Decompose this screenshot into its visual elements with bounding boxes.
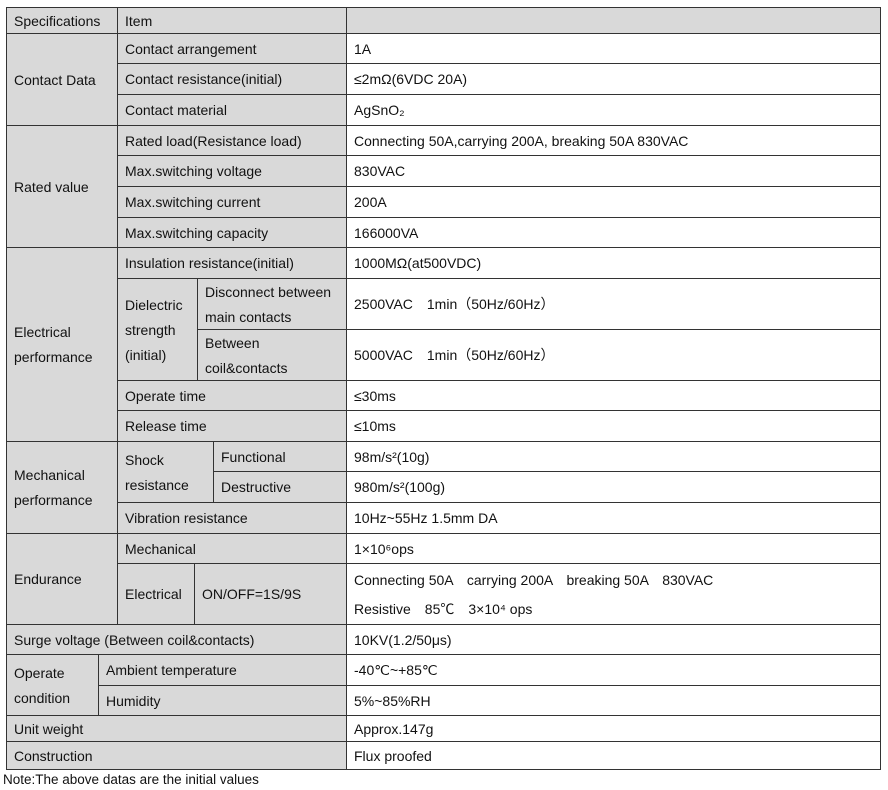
item-label: Operate time [118, 381, 347, 411]
item-label: Humidity [99, 686, 347, 716]
label-line: strength [125, 321, 176, 338]
shock-resistance-label: Shock resistance [118, 442, 214, 503]
group-label-line: condition [14, 689, 71, 706]
item-value: Connecting 50A carrying 200A breaking 50… [347, 564, 881, 625]
header-value [347, 8, 881, 34]
between-coil-label: Between coil&contacts [198, 330, 347, 381]
item-value: ≤30ms [347, 381, 881, 411]
item-value: 830VAC [347, 156, 881, 187]
item-label: Electrical [118, 564, 195, 625]
label-line: resistance [125, 476, 189, 493]
item-label: Vibration resistance [118, 503, 347, 534]
item-condition: ON/OFF=1S/9S [195, 564, 347, 625]
table-border-top [7, 7, 881, 8]
item-value: Flux proofed [347, 742, 881, 770]
item-value: 1×10⁶ops [347, 534, 881, 564]
group-label-line: performance [14, 492, 93, 508]
group-label-line: Operate [14, 664, 65, 681]
label-line: Shock [125, 451, 164, 468]
label-line: Between [205, 334, 260, 351]
item-label: Max.switching current [118, 187, 347, 218]
item-label: Contact arrangement [118, 34, 347, 64]
item-label: Release time [118, 411, 347, 442]
item-value: 980m/s²(100g) [347, 472, 881, 503]
item-value: 98m/s²(10g) [347, 442, 881, 472]
item-value: 200A [347, 187, 881, 218]
item-label: Ambient temperature [99, 655, 347, 686]
item-label: Construction [7, 742, 347, 770]
footnote: Note:The above datas are the initial val… [3, 772, 259, 787]
disconnect-between-label: Disconnect between main contacts [198, 279, 347, 330]
item-label: Unit weight [7, 716, 347, 742]
group-electrical-performance: Electrical performance [7, 248, 118, 442]
item-label: Contact resistance(initial) [118, 64, 347, 95]
header-specifications: Specifications [7, 8, 118, 34]
item-label: Surge voltage (Between coil&contacts) [7, 625, 347, 655]
item-value: Connecting 50A,carrying 200A, breaking 5… [347, 126, 881, 156]
item-value: 2500VAC 1min（50Hz/60Hz） [347, 279, 881, 330]
item-label: Destructive [214, 472, 347, 503]
item-value: 5000VAC 1min（50Hz/60Hz） [347, 330, 881, 381]
value-line: Resistive 85℃ 3×10⁴ ops [354, 600, 533, 617]
item-value: 166000VA [347, 218, 881, 248]
item-value: 1000MΩ(at500VDC) [347, 248, 881, 279]
item-value: 5%~85%RH [347, 686, 881, 716]
dielectric-strength-label: Dielectric strength (initial) [118, 279, 198, 381]
group-label-line: Mechanical [14, 467, 85, 483]
group-mechanical-performance: Mechanical performance [7, 442, 118, 534]
item-value: 10KV(1.2/50μs) [347, 625, 881, 655]
item-label: Functional [214, 442, 347, 472]
group-endurance: Endurance [7, 534, 118, 625]
label-line: main contacts [205, 308, 292, 325]
item-label: Mechanical [118, 534, 347, 564]
item-label: Max.switching capacity [118, 218, 347, 248]
item-label: Contact material [118, 95, 347, 126]
item-value: 10Hz~55Hz 1.5mm DA [347, 503, 881, 534]
item-value: 1A [347, 34, 881, 64]
label-line: (initial) [125, 346, 167, 363]
group-label-line: Electrical [14, 324, 71, 340]
value-line: Connecting 50A carrying 200A breaking 50… [354, 571, 714, 588]
label-line: coil&contacts [205, 359, 288, 376]
item-label: Rated load(Resistance load) [118, 126, 347, 156]
item-value: AgSnO₂ [347, 95, 881, 126]
item-value: ≤2mΩ(6VDC 20A) [347, 64, 881, 95]
item-label: Insulation resistance(initial) [118, 248, 347, 279]
header-item: Item [118, 8, 347, 34]
item-label: Max.switching voltage [118, 156, 347, 187]
group-rated-value: Rated value [7, 126, 118, 248]
item-value: Approx.147g [347, 716, 881, 742]
item-value: -40℃~+85℃ [347, 655, 881, 686]
label-line: Disconnect between [205, 283, 332, 300]
group-label-line: performance [14, 349, 93, 365]
item-value: ≤10ms [347, 411, 881, 442]
label-line: Dielectric [125, 296, 183, 313]
group-contact-data: Contact Data [7, 34, 118, 126]
table-border-left [6, 7, 7, 770]
group-operate-condition: Operate condition [7, 655, 99, 716]
